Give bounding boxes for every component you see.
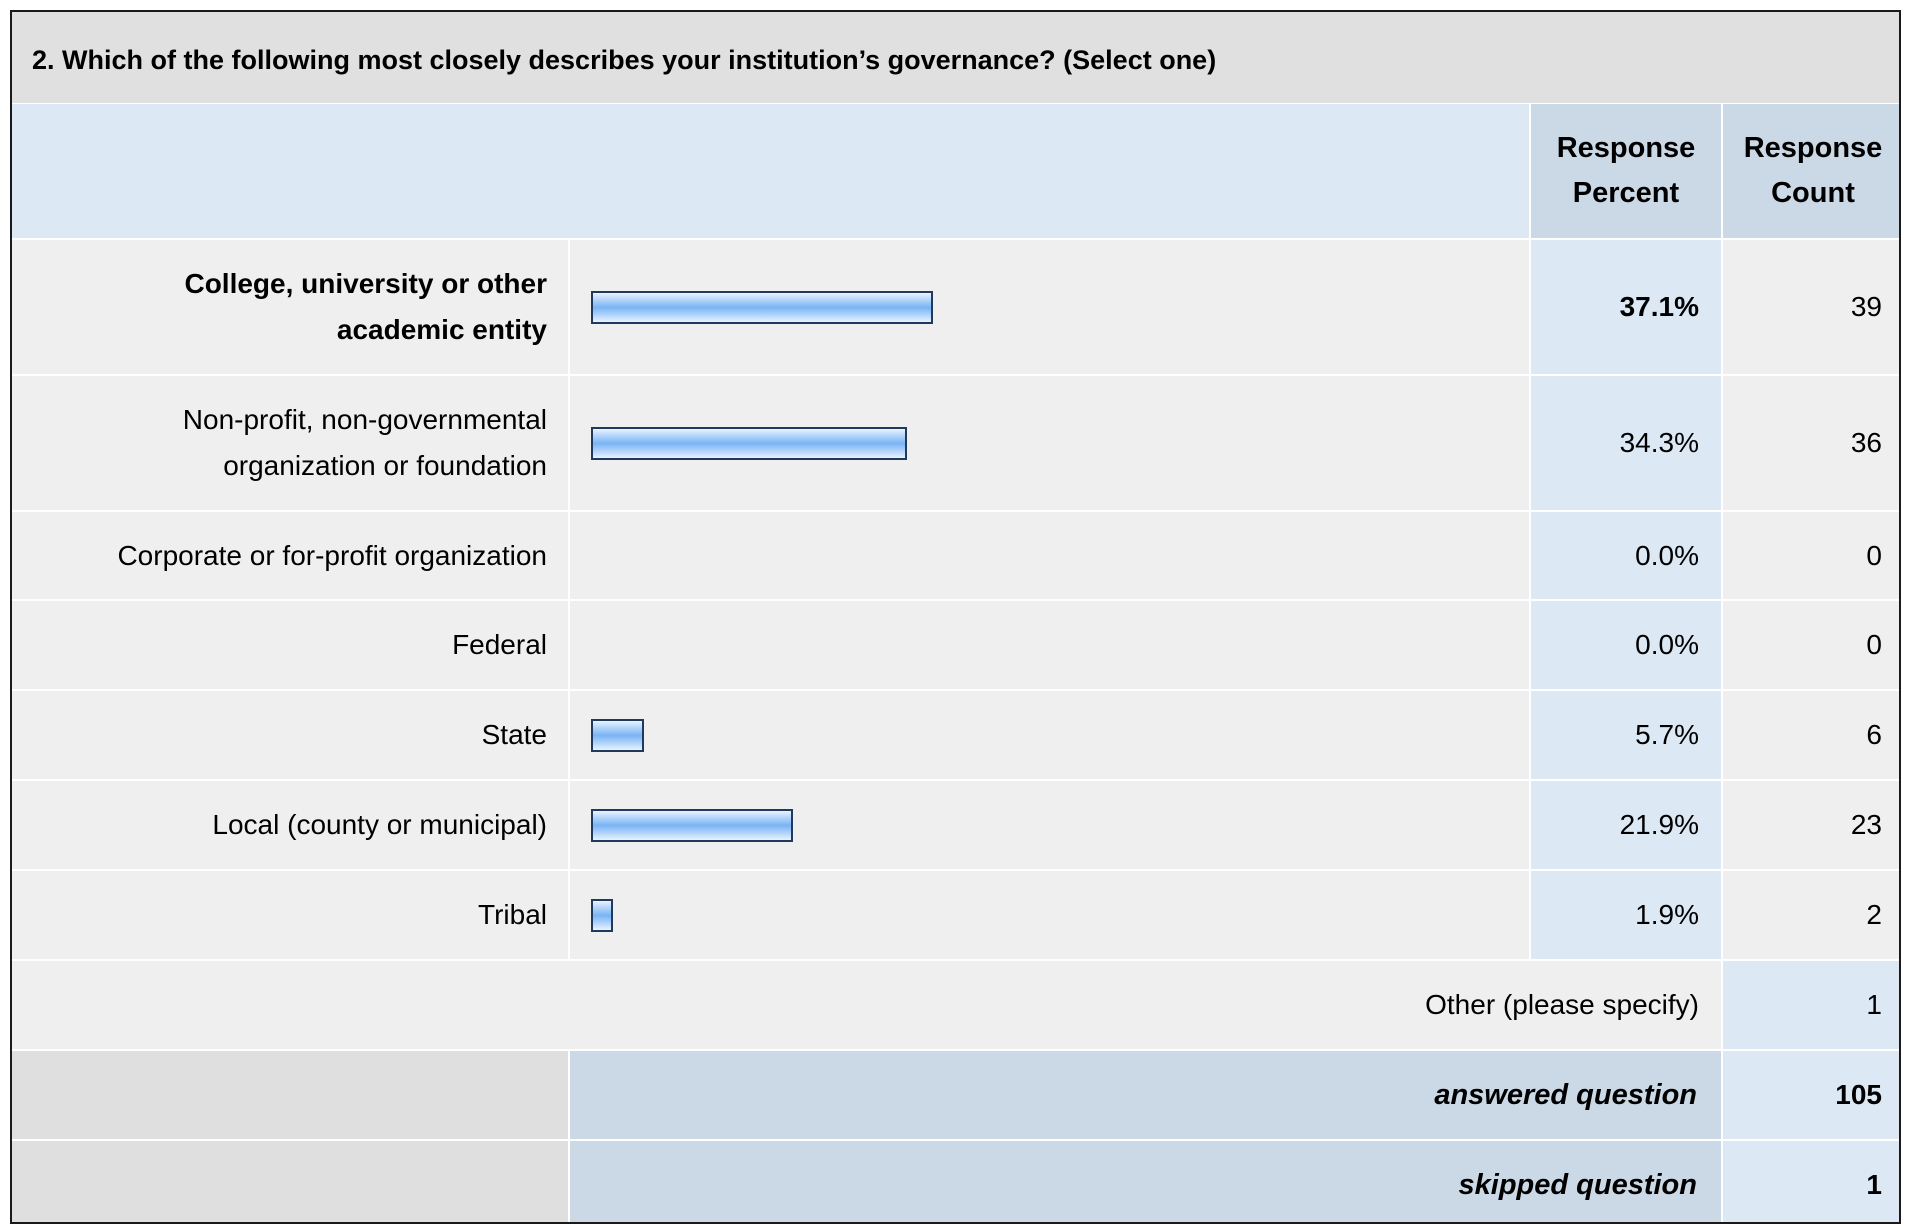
question-header: 2. Which of the following most closely d…: [12, 12, 1899, 104]
row-label-line1: Corporate or for-profit organization: [117, 539, 547, 571]
row-label-local: Local (county or municipal): [12, 781, 568, 869]
bar-cell: [570, 781, 1529, 869]
row-label-academic: College, university or other academic ent…: [12, 240, 568, 374]
header-response-count-line1: Response: [1743, 132, 1883, 164]
row-percent: 34.3%: [1531, 376, 1721, 510]
row-percent: 37.1%: [1531, 240, 1721, 374]
row-label-federal: Federal: [12, 601, 568, 689]
row-label-line1: Federal: [452, 629, 547, 660]
row-percent: 0.0%: [1531, 512, 1721, 599]
answered-question-label: answered question: [570, 1051, 1721, 1139]
bar-cell: [570, 601, 1529, 689]
bar-cell: [570, 512, 1529, 599]
skipped-question-label: skipped question: [570, 1141, 1721, 1222]
other-label-text: Other (please specify): [1425, 989, 1699, 1020]
row-count: 23: [1723, 781, 1899, 869]
row-count: 39: [1723, 240, 1899, 374]
row-label-line1: State: [481, 719, 547, 750]
row-label-line1: College, university or other: [184, 268, 547, 299]
other-count: 1: [1723, 961, 1899, 1049]
bar-cell: [570, 240, 1529, 374]
row-percent: 0.0%: [1531, 601, 1721, 689]
survey-results-table: 2. Which of the following most closely d…: [10, 10, 1901, 1224]
row-label-line2: organization or foundation: [223, 450, 547, 481]
row-count: 2: [1723, 871, 1899, 959]
header-response-count: Response Count: [1723, 104, 1899, 238]
row-percent: 1.9%: [1531, 871, 1721, 959]
row-label-line1: Tribal: [478, 899, 547, 930]
row-count: 6: [1723, 691, 1899, 779]
row-count: 36: [1723, 376, 1899, 510]
row-label-line1: Non-profit, non-governmental: [182, 404, 547, 435]
row-label-tribal: Tribal: [12, 871, 568, 959]
skipped-question-count: 1: [1723, 1141, 1899, 1222]
row-percent: 21.9%: [1531, 781, 1721, 869]
question-title: 2. Which of the following most closely d…: [32, 45, 1217, 75]
row-count: 0: [1723, 601, 1899, 689]
skipped-left-cell: [12, 1141, 568, 1222]
header-label-cell: [12, 104, 1529, 238]
other-label: Other (please specify): [12, 961, 1721, 1049]
header-response-count-line2: Count: [1771, 177, 1855, 209]
row-label-nonprofit: Non-profit, non-governmental organization…: [12, 376, 568, 510]
header-response-percent-line1: Response: [1556, 132, 1696, 164]
answered-left-cell: [12, 1051, 568, 1139]
header-response-percent: Response Percent: [1531, 104, 1721, 238]
row-label-line2: academic entity: [336, 314, 547, 345]
answered-question-count: 105: [1723, 1051, 1899, 1139]
bar-cell: [570, 376, 1529, 510]
row-label-line1: Local (county or municipal): [212, 809, 547, 840]
bar-cell: [570, 871, 1529, 959]
header-response-percent-line2: Percent: [1572, 177, 1680, 209]
row-label-state: State: [12, 691, 568, 779]
row-percent: 5.7%: [1531, 691, 1721, 779]
bar-cell: [570, 691, 1529, 779]
row-count: 0: [1723, 512, 1899, 599]
row-label-corporate: Corporate or for-profit organization: [12, 512, 568, 599]
